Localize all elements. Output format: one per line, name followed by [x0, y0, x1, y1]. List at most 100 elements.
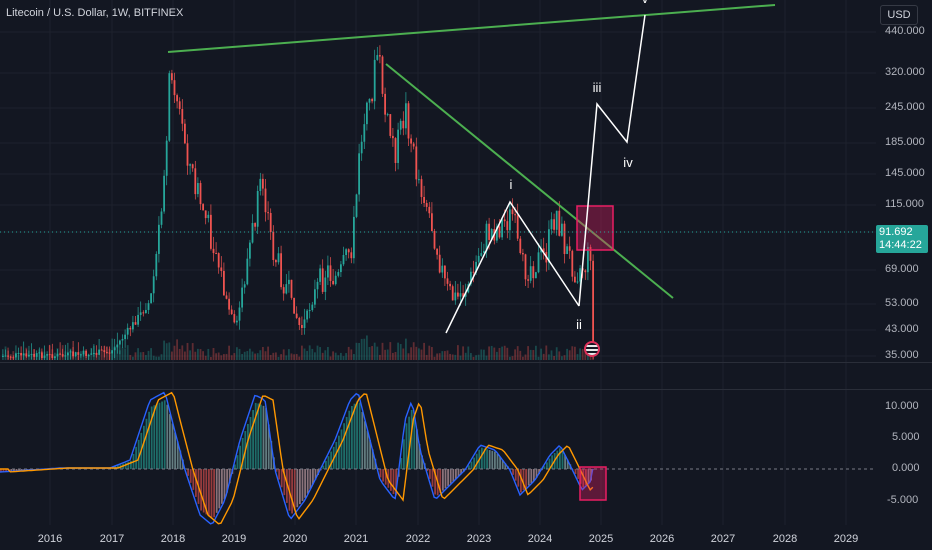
candle-body: [574, 276, 576, 283]
volume-bar: [366, 335, 368, 360]
candle-body: [459, 293, 462, 297]
histogram-bar: [166, 404, 169, 469]
volume-bar: [444, 351, 446, 360]
histogram-bar: [491, 450, 494, 469]
volume-bar: [501, 346, 503, 360]
histogram-bar: [426, 469, 429, 472]
histogram-bar: [249, 416, 252, 469]
candle-body: [43, 355, 46, 358]
candle-body: [340, 264, 342, 273]
histogram-bar: [470, 461, 473, 469]
histogram-bar: [221, 469, 223, 504]
histogram-bar: [208, 469, 210, 517]
volume-bar: [394, 351, 397, 360]
volume-bar: [379, 354, 381, 360]
candle-body: [347, 249, 350, 253]
candle-body: [217, 253, 220, 268]
histogram-bar: [496, 453, 499, 469]
candle-body: [48, 354, 51, 356]
histogram-bar: [527, 469, 530, 486]
candle-body: [295, 313, 298, 318]
histogram-bar: [434, 469, 436, 495]
histogram-bar: [171, 423, 174, 469]
histogram-bar: [148, 411, 150, 469]
wave-label-i: i: [509, 177, 513, 192]
volume-bar: [329, 356, 332, 360]
candle-body: [275, 259, 277, 263]
volume-bar: [550, 350, 553, 360]
volume-bar: [485, 355, 488, 360]
macd-highlight-box[interactable]: [579, 466, 607, 501]
candle-body: [207, 214, 210, 219]
volume-bar: [171, 351, 173, 360]
volume-bar: [454, 354, 457, 360]
candle-body: [197, 183, 199, 195]
candle-body: [100, 349, 103, 351]
candle-body: [165, 140, 168, 176]
histogram-bar: [369, 440, 371, 469]
year-label: 2025: [588, 533, 614, 545]
histogram-bar: [416, 429, 418, 469]
volume-bar: [262, 346, 264, 360]
year-label: 2020: [282, 533, 308, 545]
histogram-bar: [130, 460, 132, 469]
candle-body: [116, 344, 119, 348]
volume-bar: [386, 349, 389, 360]
volume-bar: [428, 345, 431, 360]
us-flag-icon[interactable]: [584, 341, 600, 357]
histogram-bar: [330, 451, 332, 469]
upper-resistance-trendline[interactable]: [167, 4, 776, 53]
candle-body: [220, 267, 223, 271]
volume-bar: [389, 342, 392, 360]
volume-bar: [238, 348, 241, 360]
histogram-bar: [483, 448, 486, 469]
currency-button[interactable]: USD: [880, 5, 918, 25]
volume-bar: [462, 346, 464, 360]
candle-body: [121, 339, 124, 341]
histogram-bar: [309, 469, 312, 489]
histogram-bar: [559, 448, 561, 469]
histogram-bar: [143, 425, 145, 469]
pane-separator-bottom[interactable]: [0, 389, 932, 390]
candle-body: [423, 196, 425, 203]
candle-body: [22, 353, 25, 356]
histogram-bar: [488, 450, 491, 469]
candle-body: [342, 255, 345, 265]
volume-bar: [553, 355, 555, 360]
volume-bar: [275, 352, 277, 360]
histogram-bar: [543, 466, 546, 469]
breakout-highlight-box[interactable]: [576, 205, 614, 251]
symbol-title[interactable]: Litecoin / U.S. Dollar, 1W, BITFINEX: [6, 7, 184, 19]
histogram-bar: [192, 469, 195, 490]
volume-bar: [399, 344, 402, 360]
elliott-wave-path-a[interactable]: [445, 200, 580, 334]
candle-body: [522, 253, 524, 255]
candle-body: [67, 352, 69, 356]
candle-body: [12, 357, 15, 359]
candle-body: [155, 253, 158, 277]
candle-body: [241, 287, 243, 308]
candle-body: [173, 80, 176, 96]
volume-bar: [212, 347, 215, 360]
price-axis-label: 43.000: [885, 323, 919, 335]
histogram-bar: [392, 469, 395, 495]
histogram-bar: [585, 469, 587, 486]
volume-bar: [397, 342, 399, 360]
candle-body: [163, 175, 165, 212]
histogram-bar: [512, 469, 514, 475]
year-label: 2017: [99, 533, 125, 545]
candle-body: [134, 322, 137, 325]
candle-body: [412, 143, 415, 147]
elliott-wave-path-b[interactable]: [578, 14, 646, 307]
descending-trendline[interactable]: [385, 63, 674, 299]
histogram-bar: [257, 403, 260, 469]
histogram-bar: [574, 469, 577, 475]
volume-bar: [85, 356, 87, 360]
histogram-bar: [2, 469, 5, 472]
candle-body: [355, 194, 358, 217]
volume-bar: [347, 346, 350, 360]
candle-body: [553, 219, 555, 230]
bar-countdown: 14:44:22: [879, 239, 922, 251]
histogram-bar: [156, 404, 158, 469]
